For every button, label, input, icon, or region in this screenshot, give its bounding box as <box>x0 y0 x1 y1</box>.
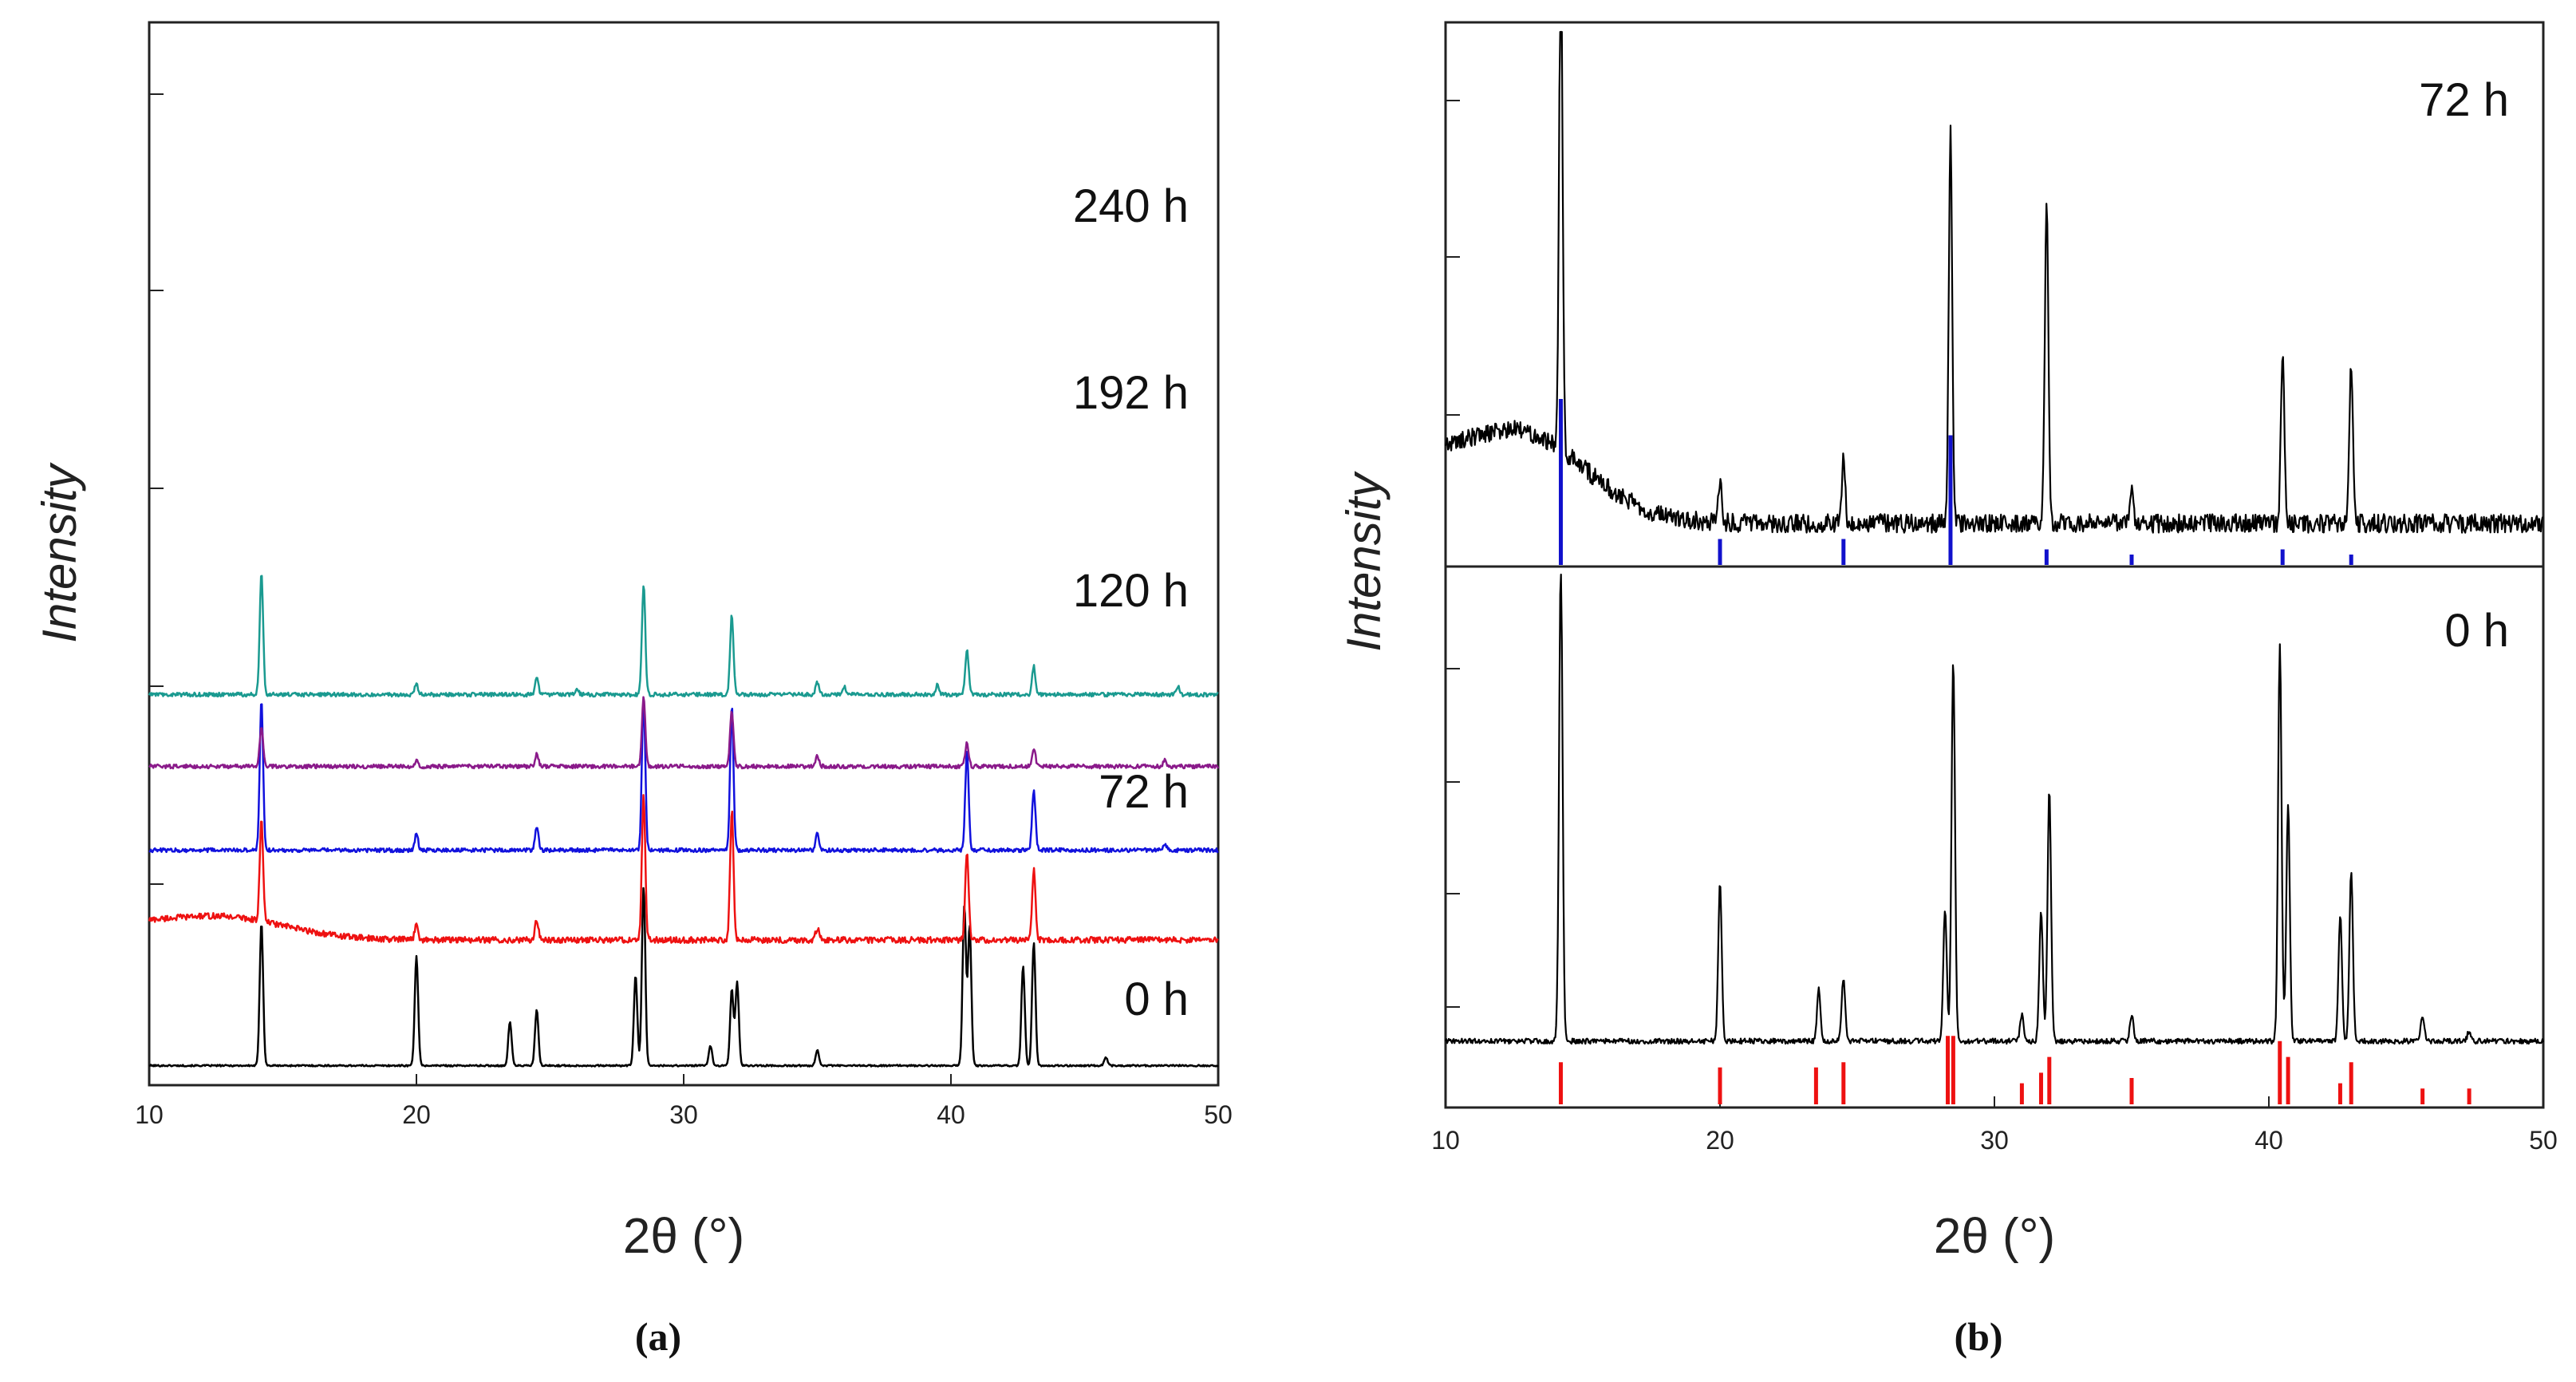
trace-label-240h: 240 h <box>1073 180 1189 232</box>
panel-b-y-ticks <box>1446 100 1460 1008</box>
x-tick-label: 20 <box>1706 1126 1734 1155</box>
panel-a-y-ticks <box>149 93 164 885</box>
panel-b-x-ticks: 10 20 30 40 50 <box>1431 1096 2558 1155</box>
x-tick-label: 40 <box>937 1100 965 1129</box>
x-tick-label: 10 <box>1431 1126 1460 1155</box>
series-line-192h <box>148 696 1220 770</box>
x-tick-label: 50 <box>1204 1100 1233 1129</box>
panel-a-y-axis-label: Intensity <box>33 461 86 642</box>
series-line-72h <box>148 794 1219 944</box>
series-line-120h <box>148 700 1219 854</box>
subplot-label-0h: 0 h <box>2444 605 2509 657</box>
panel-b-trace-labels: 72 h 0 h <box>2419 74 2509 657</box>
x-tick-label: 30 <box>1980 1126 2009 1155</box>
subplot-line-0h <box>1444 573 2545 1045</box>
panel-b-y-axis-label: Intensity <box>1337 470 1391 651</box>
x-tick-label: 30 <box>669 1100 698 1129</box>
trace-label-120h: 120 h <box>1073 565 1189 617</box>
x-tick-label: 10 <box>135 1100 164 1129</box>
panel-a-plot-frame <box>148 21 1220 1087</box>
panel-a-x-ticks: 10 20 30 40 50 <box>135 1074 1233 1129</box>
panel-a-label: (a) <box>635 1314 681 1359</box>
panel-b-x-axis-label: 2θ (°) <box>1934 1209 2055 1264</box>
subplot-label-72h: 72 h <box>2419 74 2509 126</box>
trace-label-192h: 192 h <box>1073 367 1189 419</box>
panel-a-trace-labels: 0 h 72 h 120 h 192 h 240 h <box>1073 180 1189 1025</box>
trace-label-0h: 0 h <box>1124 973 1189 1025</box>
panel-b: 10 20 30 40 50 72 h 0 h 2θ (°) Intensity (b) <box>1337 21 2558 1359</box>
x-tick-label: 40 <box>2254 1126 2283 1155</box>
series-line-240h <box>148 575 1219 698</box>
x-tick-label: 50 <box>2529 1126 2558 1155</box>
panel-b-plot-frame <box>1444 21 2545 1109</box>
trace-label-72h: 72 h <box>1099 766 1189 818</box>
panel-a-x-axis-label: 2θ (°) <box>623 1209 744 1264</box>
series-line-0h <box>148 886 1219 1068</box>
panel-a-traces <box>148 575 1220 1068</box>
x-tick-label: 20 <box>402 1100 431 1129</box>
panel-b-traces <box>1444 30 2545 1104</box>
panel-a: 10 20 30 40 50 0 h 72 h 120 h 192 h 240 h 2θ (°)… <box>33 21 1233 1359</box>
subplot-line-72h <box>1444 30 2544 534</box>
panel-b-label: (b) <box>1954 1314 2002 1359</box>
